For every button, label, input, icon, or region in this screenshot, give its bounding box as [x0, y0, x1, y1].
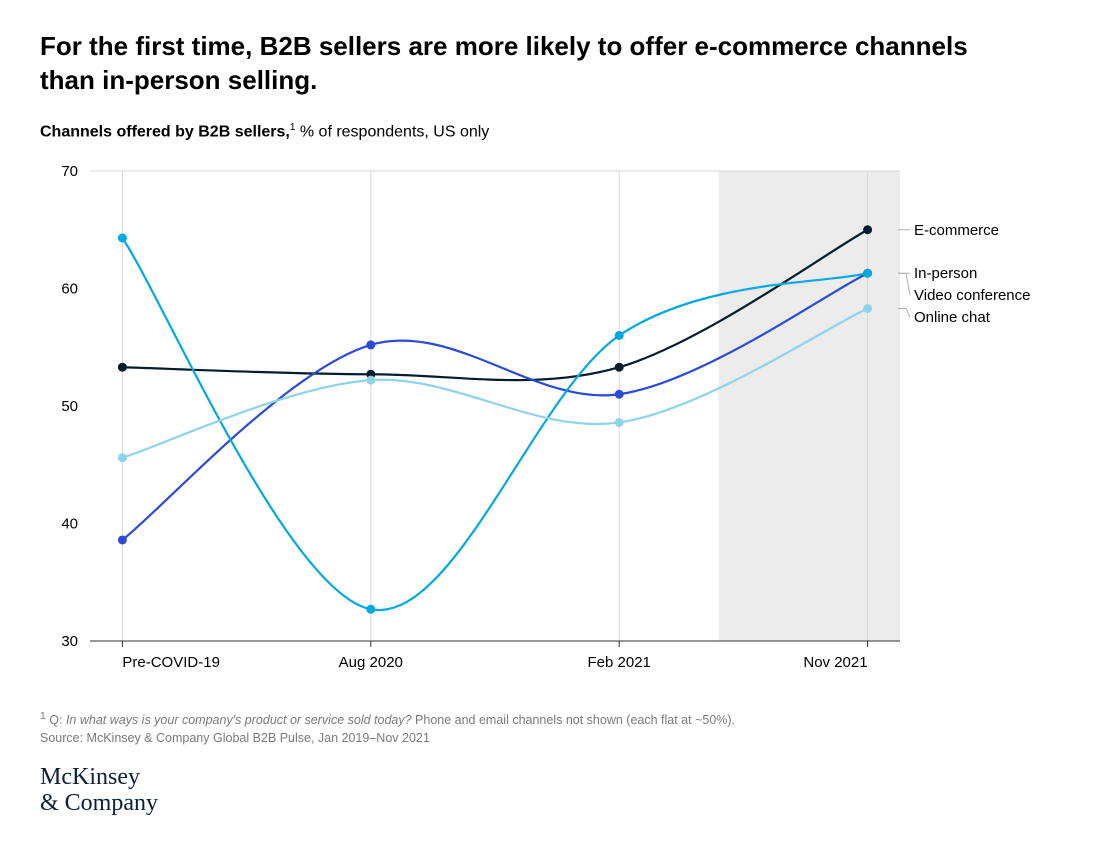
- data-marker: [366, 340, 375, 349]
- data-marker: [615, 331, 624, 340]
- footnote-q-rest: Phone and email channels not shown (each…: [412, 713, 735, 727]
- data-marker: [863, 225, 872, 234]
- legend-item: Video conference: [914, 287, 1030, 304]
- mckinsey-logo: McKinsey & Company: [40, 765, 1066, 815]
- svg-text:40: 40: [61, 515, 78, 532]
- data-marker: [615, 390, 624, 399]
- svg-text:Video conference: Video conference: [914, 287, 1030, 304]
- svg-text:60: 60: [61, 280, 78, 297]
- svg-text:Nov 2021: Nov 2021: [803, 654, 867, 671]
- footnote-q-prefix: Q:: [46, 713, 66, 727]
- svg-text:70: 70: [61, 163, 78, 180]
- x-tick: Pre-COVID-19: [122, 654, 220, 671]
- logo-line2: & Company: [40, 791, 1066, 816]
- data-marker: [863, 304, 872, 313]
- legend-item: Online chat: [914, 309, 991, 326]
- data-marker: [366, 376, 375, 385]
- x-tick: Aug 2020: [339, 654, 403, 671]
- chart-footnote: 1 Q: In what ways is your company's prod…: [40, 709, 1066, 747]
- legend-item: In-person: [914, 265, 977, 282]
- shaded-band: [719, 171, 900, 641]
- chart-svg: 30 40 50 60 70 Pre-COVID-19 Aug 2020 Feb 2021 No…: [40, 161, 1060, 691]
- svg-text:Feb 2021: Feb 2021: [588, 654, 651, 671]
- y-tick: 50: [61, 398, 78, 415]
- y-tick: 30: [61, 633, 78, 650]
- data-marker: [615, 418, 624, 427]
- y-tick: 70: [61, 163, 78, 180]
- y-tick: 40: [61, 515, 78, 532]
- line-chart: 30 40 50 60 70 Pre-COVID-19 Aug 2020 Feb 2021 No…: [40, 161, 1060, 691]
- data-marker: [118, 453, 127, 462]
- svg-text:50: 50: [61, 398, 78, 415]
- data-marker: [118, 535, 127, 544]
- footnote-source: Source: McKinsey & Company Global B2B Pu…: [40, 729, 1066, 747]
- chart-subtitle: Channels offered by B2B sellers,1 % of r…: [40, 122, 1066, 141]
- svg-text:E-commerce: E-commerce: [914, 222, 999, 239]
- svg-text:Online chat: Online chat: [914, 309, 991, 326]
- y-tick: 60: [61, 280, 78, 297]
- legend-item: E-commerce: [914, 222, 999, 239]
- data-marker: [118, 233, 127, 242]
- svg-text:Pre-COVID-19: Pre-COVID-19: [122, 654, 220, 671]
- svg-text:Aug 2020: Aug 2020: [339, 654, 403, 671]
- footnote-question: In what ways is your company's product o…: [66, 713, 412, 727]
- svg-text:In-person: In-person: [914, 265, 977, 282]
- chart-title: For the first time, B2B sellers are more…: [40, 30, 1000, 98]
- data-marker: [366, 605, 375, 614]
- subtitle-rest: % of respondents, US only: [295, 123, 489, 140]
- data-marker: [615, 363, 624, 372]
- x-tick: Nov 2021: [803, 654, 867, 671]
- x-tick: Feb 2021: [588, 654, 651, 671]
- data-marker: [863, 269, 872, 278]
- subtitle-bold: Channels offered by B2B sellers,: [40, 123, 290, 140]
- svg-text:30: 30: [61, 633, 78, 650]
- logo-line1: McKinsey: [40, 765, 1066, 790]
- data-marker: [118, 363, 127, 372]
